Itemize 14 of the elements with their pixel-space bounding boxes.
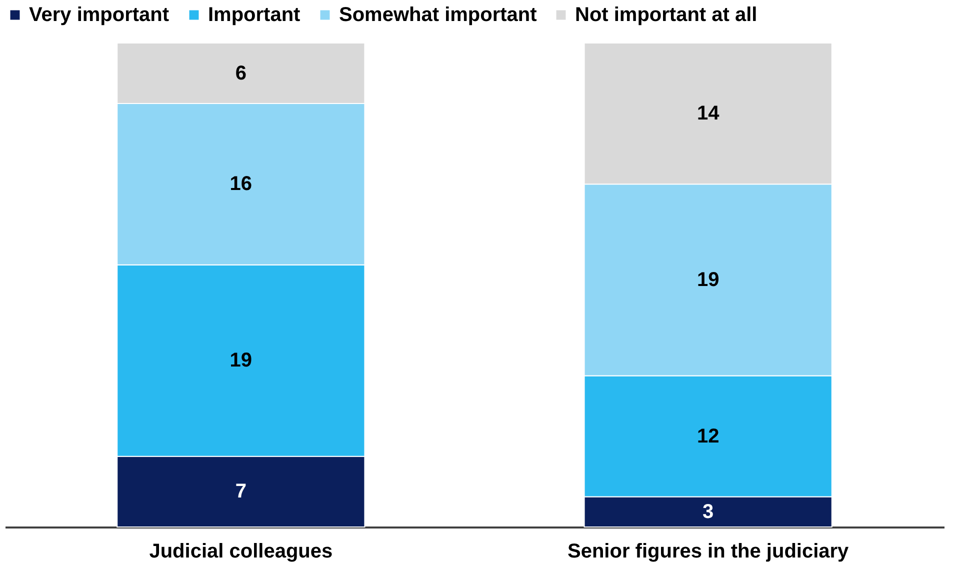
data-label: 14 (696, 102, 720, 125)
data-label: 3 (702, 500, 714, 523)
legend-label: Not important at all (575, 4, 758, 26)
data-label: 6 (235, 62, 246, 84)
data-label: 19 (696, 268, 720, 291)
data-label: 12 (696, 425, 720, 448)
legend-label: Very important (29, 4, 170, 26)
data-label: 7 (235, 480, 246, 503)
legend-label: Somewhat important (339, 4, 538, 26)
data-label: 16 (230, 173, 252, 196)
x-tick-label: Senior figures in the judiciary (567, 540, 850, 562)
x-tick-label: Judicial colleagues (149, 540, 333, 562)
legend-label: Important (208, 4, 301, 26)
data-label: 19 (230, 350, 252, 372)
